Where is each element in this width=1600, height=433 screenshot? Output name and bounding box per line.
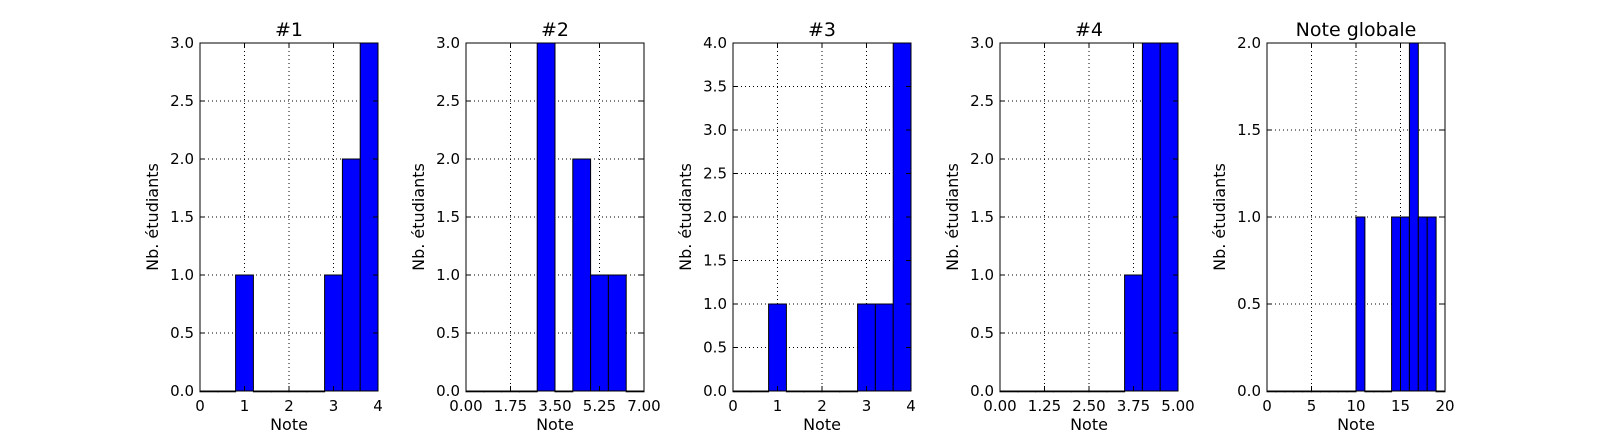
y-tick-label: 1.5 (1237, 121, 1261, 139)
x-tick-label: 2 (817, 397, 827, 415)
chart-panel-5: 0 5 10 15 20 0.0 0.5 1.0 1.5 2.0 Note globale Note N… (1210, 19, 1455, 433)
histogram-bar (1355, 216, 1366, 392)
chart-title: Note globale (1296, 19, 1417, 41)
x-axis-label: Note (803, 415, 841, 433)
y-tick-label: 0.5 (170, 324, 194, 342)
x-axis-label: Note (1070, 415, 1108, 433)
y-tick-label: 4.0 (703, 34, 727, 52)
histogram-bar (1426, 216, 1437, 392)
chart-title: #3 (808, 19, 836, 41)
y-tick-label: 0.5 (970, 324, 994, 342)
x-tick-label: 20 (1435, 397, 1454, 415)
x-tick-label: 5.00 (1161, 397, 1194, 415)
y-tick-label: 0.5 (1237, 295, 1261, 313)
y-tick-label: 1.0 (970, 266, 994, 284)
y-tick-label: 1.0 (1237, 208, 1261, 226)
chart-panel-1: 0 1 2 3 4 0.0 0.5 1.0 1.5 2.0 2.5 3.0 #1 Note Nb. étud… (143, 19, 383, 433)
y-tick-label: 2.5 (970, 92, 994, 110)
x-tick-label: 1 (773, 397, 783, 415)
histogram-bar (235, 274, 254, 392)
x-tick-label: 10 (1346, 397, 1365, 415)
histogram-bar (1391, 216, 1401, 392)
y-tick-label: 0.0 (436, 382, 460, 400)
y-tick-label: 0.0 (1237, 382, 1261, 400)
y-tick-label: 1.0 (436, 266, 460, 284)
x-tick-label: 2 (284, 397, 294, 415)
x-tick-label: 0.00 (983, 397, 1016, 415)
x-axis-label: Note (536, 415, 574, 433)
histogram-bar (590, 274, 609, 392)
histogram-bar (1124, 274, 1143, 392)
x-tick-label: 1.75 (494, 397, 527, 415)
y-tick-label: 2.0 (1237, 34, 1261, 52)
chart-title: #2 (541, 19, 569, 41)
x-tick-label: 0 (1262, 397, 1272, 415)
histogram-bar (874, 303, 894, 392)
histogram-bar (324, 274, 343, 392)
y-tick-label: 2.0 (970, 150, 994, 168)
x-tick-label: 7.00 (627, 397, 660, 415)
x-axis-label: Note (270, 415, 308, 433)
histogram-bar (1400, 216, 1410, 392)
x-tick-label: 2.50 (1072, 397, 1105, 415)
y-tick-label: 0.5 (436, 324, 460, 342)
x-tick-label: 1.25 (1028, 397, 1061, 415)
histogram-bar (536, 42, 556, 392)
y-tick-label: 3.0 (703, 121, 727, 139)
x-tick-label: 4 (906, 397, 916, 415)
y-axis-label: Nb. étudiants (409, 163, 428, 271)
y-tick-label: 1.5 (970, 208, 994, 226)
y-tick-label: 1.5 (170, 208, 194, 226)
x-tick-label: 1 (240, 397, 250, 415)
y-tick-label: 2.5 (703, 165, 727, 183)
x-tick-label: 3.50 (538, 397, 571, 415)
x-tick-label: 3.75 (1117, 397, 1150, 415)
y-tick-label: 2.0 (436, 150, 460, 168)
x-tick-label: 3 (862, 397, 872, 415)
y-axis-label: Nb. étudiants (1210, 163, 1229, 271)
y-tick-label: 0.0 (703, 382, 727, 400)
histogram-bar (341, 158, 361, 392)
y-tick-label: 1.5 (703, 252, 727, 270)
x-tick-label: 0.00 (449, 397, 482, 415)
x-tick-label: 15 (1391, 397, 1410, 415)
chart-title: #4 (1075, 19, 1103, 41)
histogram-bar (1417, 216, 1428, 392)
x-axis-label: Note (1337, 415, 1375, 433)
y-tick-label: 1.0 (703, 295, 727, 313)
y-tick-label: 2.0 (170, 150, 194, 168)
chart-title: #1 (275, 19, 303, 41)
x-tick-label: 5 (1307, 397, 1317, 415)
y-tick-label: 0.5 (703, 339, 727, 357)
histogram-bar (1141, 42, 1161, 392)
histogram-bar (572, 158, 592, 392)
y-tick-label: 2.0 (703, 208, 727, 226)
y-tick-label: 3.0 (436, 34, 460, 52)
y-tick-label: 1.0 (170, 266, 194, 284)
histogram-bar (857, 303, 876, 392)
y-tick-label: 0.0 (970, 382, 994, 400)
y-axis-label: Nb. étudiants (943, 163, 962, 271)
x-tick-label: 5.25 (583, 397, 616, 415)
chart-panel-4: 0.00 1.25 2.50 3.75 5.00 0.0 0.5 1.0 1.5 2.0 2.5 3.… (943, 19, 1195, 433)
y-tick-label: 3.0 (970, 34, 994, 52)
histogram-bar (1408, 42, 1419, 392)
y-tick-label: 1.5 (436, 208, 460, 226)
y-tick-label: 3.5 (703, 78, 727, 96)
y-axis-label: Nb. étudiants (676, 163, 695, 271)
x-tick-label: 3 (329, 397, 339, 415)
y-tick-label: 0.0 (170, 382, 194, 400)
y-tick-label: 3.0 (170, 34, 194, 52)
y-axis-label: Nb. étudiants (143, 163, 162, 271)
histogram-bar (768, 303, 787, 392)
x-tick-label: 4 (373, 397, 383, 415)
y-tick-label: 2.5 (170, 92, 194, 110)
y-tick-label: 2.5 (436, 92, 460, 110)
chart-panel-2: 0.00 1.75 3.50 5.25 7.00 0.0 0.5 1.0 1.5 2.0 2.5 3.… (409, 19, 661, 433)
chart-panel-3: 0 1 2 3 4 0.0 0.5 1.0 1.5 2.0 2.5 3.0 3.5 4.0 #3 Note Nb… (676, 19, 916, 433)
histogram-bar (607, 274, 627, 392)
x-tick-label: 0 (728, 397, 738, 415)
x-tick-label: 0 (195, 397, 205, 415)
